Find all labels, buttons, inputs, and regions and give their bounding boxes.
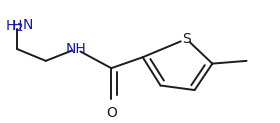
Text: S: S [182,32,191,46]
Text: NH: NH [66,42,86,56]
Text: H: H [12,19,22,33]
Text: H: H [5,19,16,33]
Text: O: O [106,106,117,120]
Text: $_2$N: $_2$N [16,18,33,34]
